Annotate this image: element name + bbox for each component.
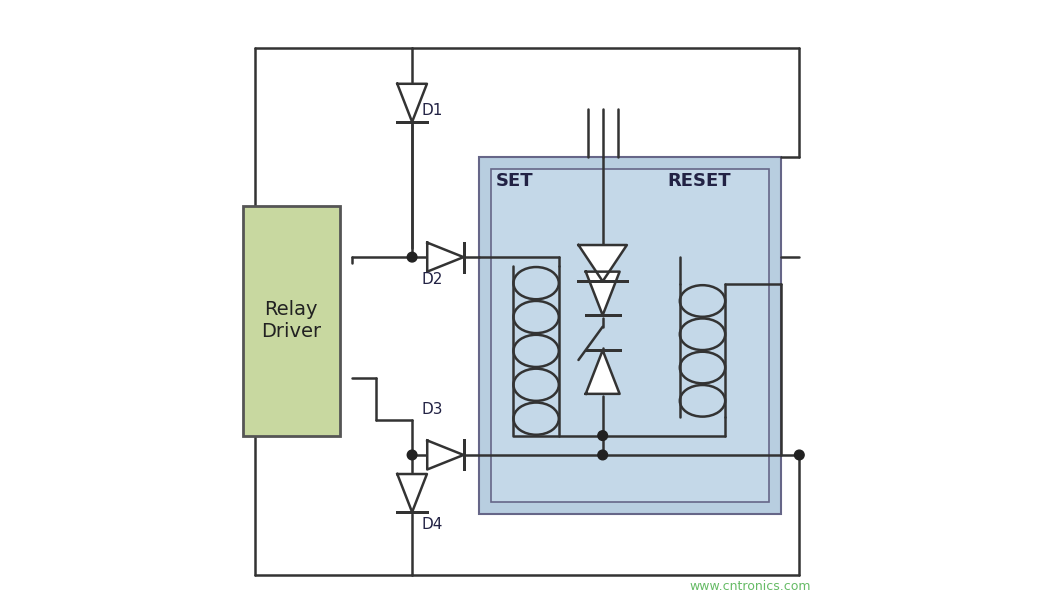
Text: D3: D3 <box>421 402 443 417</box>
Circle shape <box>598 431 607 440</box>
Circle shape <box>598 450 607 460</box>
Text: SET: SET <box>496 172 534 191</box>
Polygon shape <box>578 245 627 281</box>
Text: Relay
Driver: Relay Driver <box>262 300 321 341</box>
Text: D4: D4 <box>421 517 443 532</box>
Polygon shape <box>586 272 620 315</box>
Polygon shape <box>586 350 620 394</box>
FancyBboxPatch shape <box>478 157 782 514</box>
Polygon shape <box>397 474 427 512</box>
Text: D1: D1 <box>421 103 443 118</box>
Polygon shape <box>427 243 464 272</box>
Circle shape <box>407 252 417 262</box>
Text: RESET: RESET <box>668 172 731 191</box>
Polygon shape <box>397 84 427 122</box>
FancyBboxPatch shape <box>243 206 340 436</box>
Circle shape <box>407 450 417 460</box>
Text: D2: D2 <box>421 272 443 287</box>
Circle shape <box>794 450 804 460</box>
Text: www.cntronics.com: www.cntronics.com <box>690 580 812 593</box>
FancyBboxPatch shape <box>491 169 769 502</box>
Polygon shape <box>427 440 464 469</box>
